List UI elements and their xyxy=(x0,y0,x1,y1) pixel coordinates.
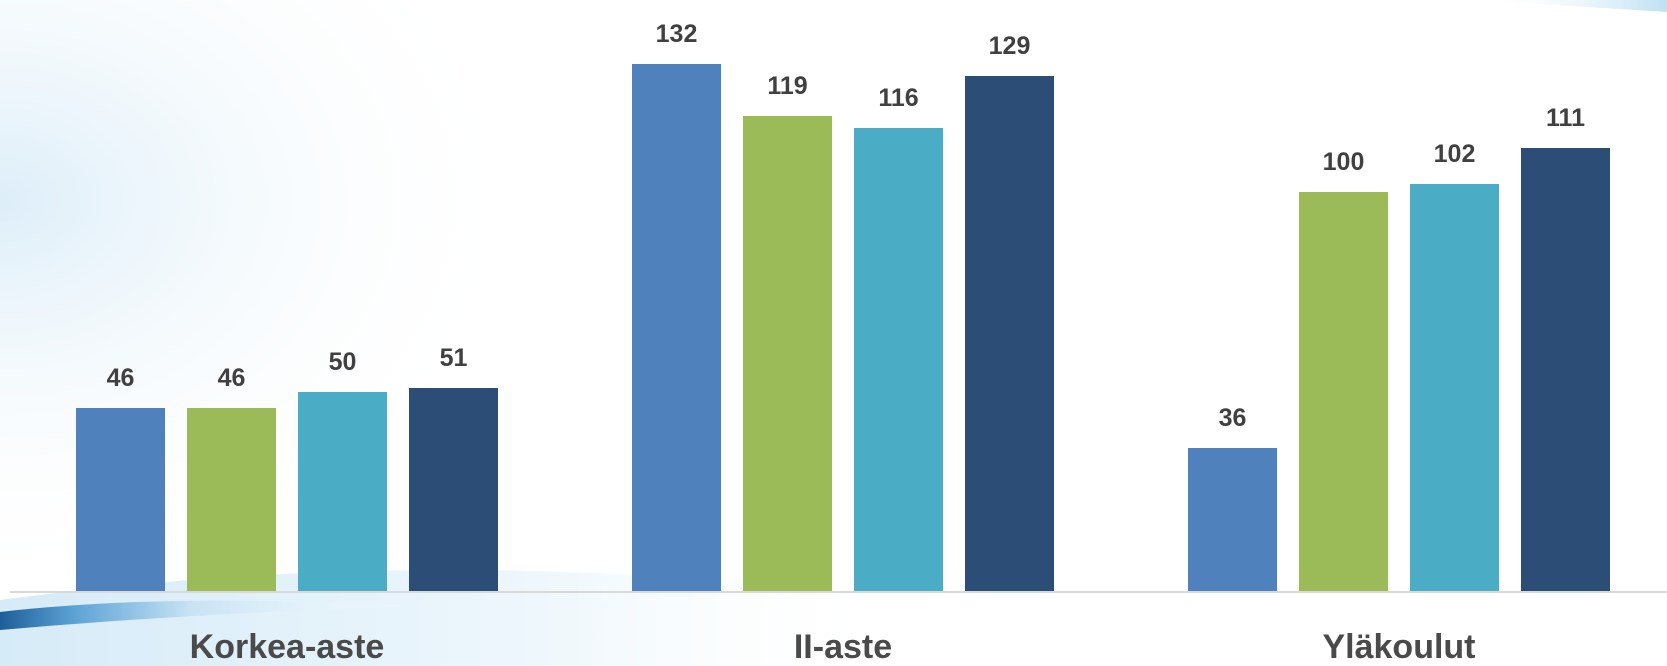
bar-1-1 xyxy=(76,408,165,592)
data-label-3-4: 111 xyxy=(1546,104,1585,132)
value-labels-layer: 46 46 50 51 132 119 116 129 36 100 102 111 xyxy=(107,20,1585,432)
data-label-2-2: 119 xyxy=(767,72,807,100)
bar-1-3 xyxy=(298,392,387,592)
data-label-3-1: 36 xyxy=(1219,404,1247,432)
data-label-1-3: 50 xyxy=(329,348,357,376)
bar-1-2 xyxy=(187,408,276,592)
data-label-2-4: 129 xyxy=(989,32,1031,60)
category-label-1: Korkea-aste xyxy=(190,628,385,666)
data-label-3-2: 100 xyxy=(1323,148,1365,176)
bar-3-3 xyxy=(1410,184,1499,592)
blue-swoosh xyxy=(0,600,420,630)
data-label-1-1: 46 xyxy=(107,364,135,392)
top-right-accent xyxy=(1480,0,1667,12)
bars-layer xyxy=(76,64,1610,592)
data-label-2-3: 116 xyxy=(878,84,918,112)
category-label-3: Yläkoulut xyxy=(1322,628,1475,666)
data-label-1-4: 51 xyxy=(440,344,468,372)
bar-1-4 xyxy=(409,388,498,592)
bar-2-4 xyxy=(965,76,1054,592)
bar-3-4 xyxy=(1521,148,1610,592)
bar-2-3 xyxy=(854,128,943,592)
bar-2-2 xyxy=(743,116,832,592)
data-label-1-2: 46 xyxy=(218,364,246,392)
bar-3-2 xyxy=(1299,192,1388,592)
lower-wave-light xyxy=(0,570,900,666)
data-label-3-3: 102 xyxy=(1434,140,1476,168)
category-label-2: II-aste xyxy=(794,628,892,666)
bar-2-1 xyxy=(632,64,721,592)
data-label-2-1: 132 xyxy=(656,20,698,48)
category-labels-layer: Korkea-aste II-aste Yläkoulut xyxy=(190,628,1476,666)
bar-3-1 xyxy=(1188,448,1277,592)
